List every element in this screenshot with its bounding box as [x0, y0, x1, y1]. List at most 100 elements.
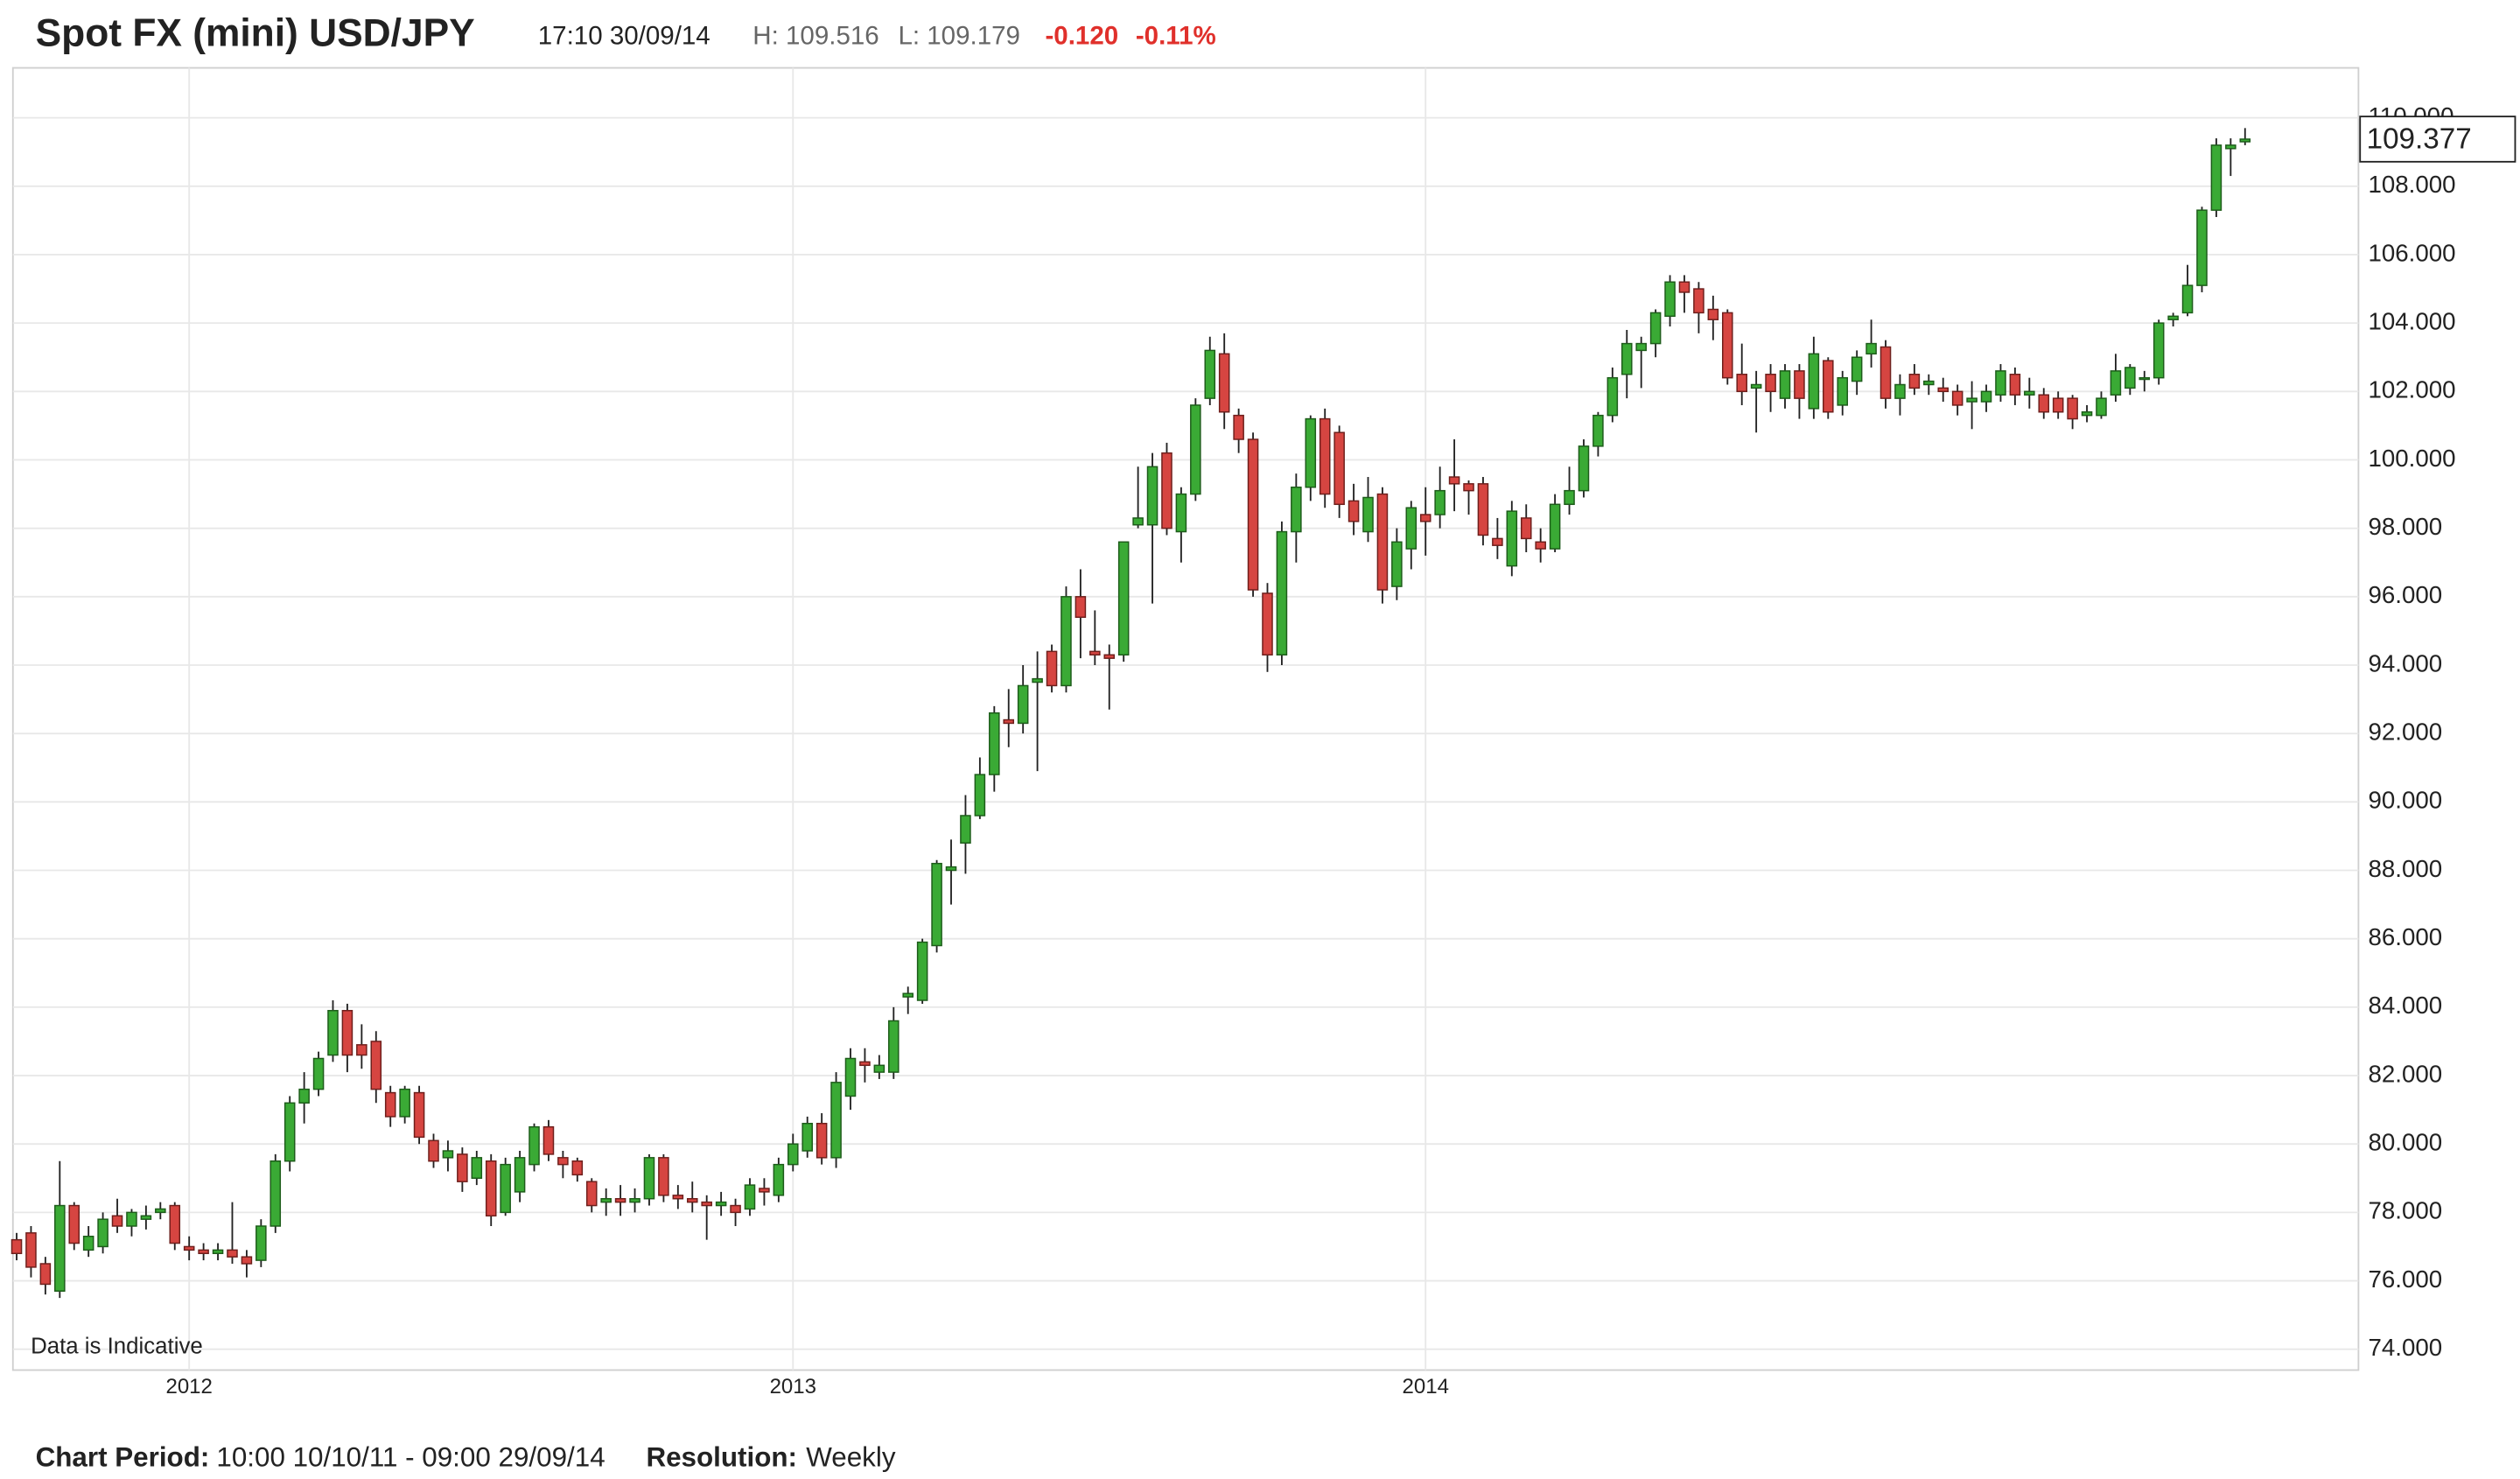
- candle-body: [485, 1160, 497, 1217]
- candle-body: [873, 1064, 886, 1073]
- candle-body: [643, 1157, 655, 1200]
- candle-body: [1262, 592, 1273, 656]
- candle-body: [1405, 507, 1418, 550]
- candle-body: [111, 1215, 123, 1227]
- candle-body: [1391, 541, 1403, 587]
- plot-frame: [11, 67, 2360, 1371]
- candle-body: [1693, 288, 1704, 314]
- y-tick-label: 90.000: [2368, 787, 2442, 814]
- candle-body: [1823, 360, 1834, 413]
- candle-body: [1218, 353, 1230, 413]
- candle-body: [370, 1041, 382, 1090]
- candle-body: [1233, 414, 1244, 440]
- candle-body: [2110, 370, 2122, 396]
- candle-body: [1908, 374, 1921, 389]
- candle-body: [1032, 677, 1043, 683]
- timestamp: 17:10 30/09/14: [538, 21, 710, 50]
- candle-body: [1247, 438, 1259, 591]
- candle-body: [428, 1139, 439, 1162]
- y-tick-label: 92.000: [2368, 718, 2442, 745]
- candle-body: [989, 711, 1000, 775]
- candle-body: [1117, 541, 1130, 656]
- candle-body: [945, 866, 957, 872]
- candle-body: [500, 1163, 511, 1214]
- candle-body: [859, 1061, 871, 1067]
- candle-body: [1305, 417, 1317, 488]
- candle-body: [730, 1204, 741, 1214]
- candle-body: [298, 1088, 310, 1104]
- candle-body: [1808, 353, 1820, 410]
- candle-body: [1966, 397, 1978, 403]
- candle-body: [2167, 315, 2179, 320]
- candle-body: [2210, 144, 2222, 211]
- candle-body: [1736, 374, 1747, 393]
- candle-body: [198, 1249, 209, 1255]
- candle-body: [39, 1263, 52, 1286]
- candle-body: [931, 862, 942, 947]
- candle-body: [169, 1204, 181, 1244]
- candle-body: [902, 992, 914, 998]
- candle-body: [1319, 417, 1331, 495]
- candle-body: [2181, 284, 2194, 314]
- title: Spot FX (mini) USD/JPY: [36, 11, 475, 54]
- candle-body: [1089, 650, 1101, 656]
- candle-body: [557, 1157, 569, 1166]
- candle-body: [1779, 370, 1791, 399]
- candle-body: [585, 1181, 598, 1207]
- candle-body: [25, 1232, 37, 1268]
- candle-body: [140, 1215, 152, 1220]
- candle-body: [1017, 684, 1029, 725]
- candle-body: [916, 941, 928, 1001]
- y-tick-label: 94.000: [2368, 649, 2442, 676]
- candle-body: [1419, 514, 1432, 522]
- y-tick-label: 74.000: [2368, 1334, 2442, 1361]
- candle-body: [327, 1010, 339, 1056]
- y-tick-label: 82.000: [2368, 1060, 2442, 1087]
- candle-body: [816, 1123, 828, 1159]
- candle-body: [82, 1235, 94, 1251]
- candle-body: [1434, 489, 1446, 515]
- candle-body: [1649, 312, 1662, 345]
- candle-body: [1564, 489, 1575, 506]
- y-tick-label: 98.000: [2368, 513, 2442, 540]
- candle-body: [1175, 493, 1187, 533]
- candle-body: [2038, 394, 2050, 413]
- resolution-label: Resolution:: [646, 1441, 797, 1472]
- candle-body: [126, 1211, 137, 1227]
- candle-body: [672, 1195, 684, 1200]
- y-tick-label: 102.000: [2368, 376, 2455, 403]
- candle-body: [457, 1153, 468, 1182]
- change-pct: -0.11%: [1136, 21, 1216, 50]
- candle-body: [2152, 322, 2165, 379]
- candle-body: [960, 815, 971, 844]
- candle-body: [356, 1044, 368, 1056]
- candle-body: [1592, 414, 1604, 447]
- candle-body: [686, 1197, 698, 1203]
- candle-body: [471, 1157, 483, 1180]
- candle-body: [1837, 376, 1848, 406]
- y-tick-label: 96.000: [2368, 581, 2442, 608]
- candle-body: [1664, 281, 1676, 318]
- period-label: Chart Period:: [36, 1441, 210, 1472]
- candle-body: [1291, 487, 1302, 533]
- candle-body: [1492, 537, 1503, 546]
- candle-body: [212, 1249, 224, 1255]
- candle-body: [384, 1091, 396, 1118]
- candle-body: [888, 1020, 900, 1073]
- note: Data is Indicative: [31, 1335, 203, 1359]
- day-high: H: 109.516: [752, 21, 878, 50]
- candle-body: [1046, 650, 1058, 687]
- candle-body: [155, 1208, 166, 1214]
- y-tick-label: 80.000: [2368, 1129, 2442, 1156]
- candle-body: [1635, 342, 1647, 352]
- candle-body: [442, 1150, 454, 1159]
- candle-body: [2225, 144, 2236, 150]
- candle-body: [1750, 383, 1762, 389]
- candle-body: [10, 1238, 23, 1255]
- candle-body: [1880, 346, 1892, 399]
- candle-body: [413, 1091, 425, 1139]
- candle-body: [1866, 342, 1877, 355]
- candle-body: [399, 1088, 410, 1118]
